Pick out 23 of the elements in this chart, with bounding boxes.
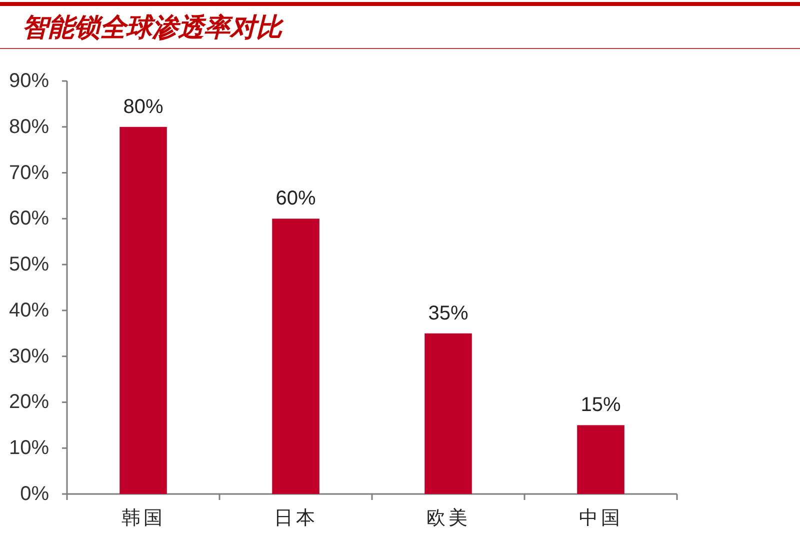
x-tick-label: 欧美 [426,507,470,529]
y-tick-label: 90% [8,70,50,92]
bar [120,126,167,494]
y-tick-label: 20% [8,391,50,414]
x-tick-label: 中国 [578,508,623,529]
y-tick-label: 60% [8,208,50,230]
bar [272,218,320,494]
chart-title: 智能锁全球渗透率对比 [22,13,284,42]
y-tick-label: 0% [20,483,50,505]
data-label: 35% [428,302,468,324]
y-tick-label: 80% [8,116,50,138]
y-tick-label: 40% [8,299,50,322]
data-label: 60% [276,188,316,210]
x-tick-label: 韩国 [121,508,166,529]
data-label: 80% [123,96,164,118]
y-tick-label: 30% [8,345,50,368]
y-tick-label: 70% [8,162,50,184]
bar [577,425,624,494]
bar [424,333,472,494]
y-tick-label: 50% [8,254,50,276]
y-tick-label: 10% [8,437,50,460]
x-tick-label: 日本 [274,508,318,529]
data-label: 15% [580,394,621,416]
